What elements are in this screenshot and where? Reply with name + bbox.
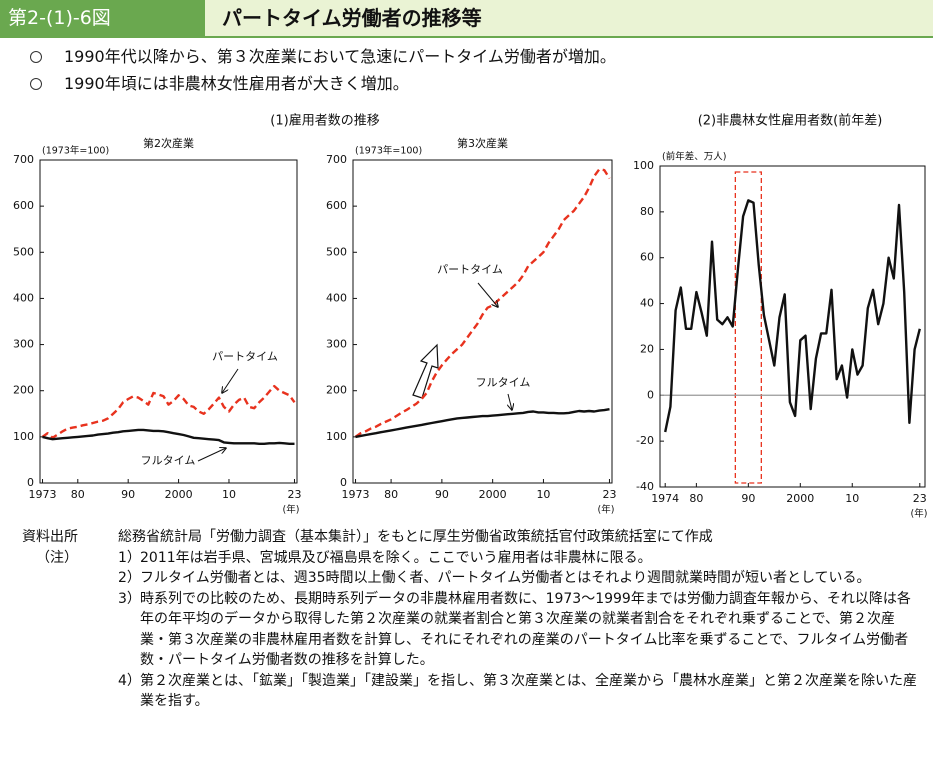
note-text: 時系列での比較のため、長期時系列データの非農林雇用者数に、1973～1999年ま… [140,590,911,669]
figure-title: パートタイム労働者の推移等 [222,6,482,30]
y-tick-label: -20 [636,434,654,447]
y-tick-label: 200 [13,384,34,397]
note: 4） 第２次産業とは、「鉱業」「製造業」「建設業」を指し、第３次産業とは、全産業か… [118,671,922,712]
y-tick-label: 80 [640,205,654,218]
x-tick-label: 80 [689,492,703,505]
y-tick-label: 700 [326,153,347,166]
highlight-box [734,171,762,484]
notes: 資料出所 総務省統計局「労働力調査（基本集計）」をもとに厚生労働省政策統括官付政策… [22,527,922,712]
line-series [664,199,921,433]
plot-frame [39,159,298,484]
line-series [355,408,610,439]
label-arrow [477,282,498,307]
y-tick-label: 100 [326,430,347,443]
x-tick-label: 23 [913,492,927,505]
x-tick-label: 10 [222,488,236,501]
y-tick-label: 500 [326,245,347,258]
bullet: 1990年代以降から、第３次産業において急速にパートタイム労働者が増加。 [28,46,616,68]
x-axis-label: (年) [598,504,615,516]
y-tick-label: 700 [13,153,34,166]
x-axis-label: (年) [283,504,300,516]
plot-frame [659,165,926,488]
note-number: 4） [118,672,141,689]
line-series [42,428,295,445]
note-label: （注） [36,549,78,566]
y-tick-label: 0 [340,476,347,489]
y-axis-label: (前年差、万人) [662,151,726,163]
x-tick-label: 80 [384,488,398,501]
header: 第2-(1)-6図 パートタイム労働者の推移等 [0,0,933,38]
x-tick-label: 1974 [651,492,679,505]
trend-arrow [412,343,439,399]
bullet: 1990年頃には非農林女性雇用者が大きく増加。 [28,73,409,95]
note: 3） 時系列での比較のため、長期時系列データの非農林雇用者数に、1973～1999… [118,589,922,671]
y-tick-label: 600 [13,199,34,212]
x-tick-label: 90 [121,488,135,501]
note: 2） フルタイム労働者とは、週35時間以上働く者、パートタイム労働者とはそれより週… [118,568,922,589]
charts: (1)雇用者数の推移 (2)非農林女性雇用者数(前年差) 第2次産業 (1973年… [13,113,928,520]
series-label: フルタイム [476,376,531,389]
y-tick-label: 200 [326,384,347,397]
x-tick-label: 23 [602,488,616,501]
y-tick-label: 0 [647,388,654,401]
series-label: フルタイム [141,454,196,467]
y-tick-label: 60 [640,251,654,264]
label-arrow [197,448,226,462]
y-tick-label: 600 [326,199,347,212]
chart-title: 第2次産業 [143,136,194,150]
x-tick-label: 2000 [479,488,507,501]
x-tick-label: 1973 [29,488,57,501]
note-text: 2011年は岩手県、宮城県及び福島県を除く。ここでいう雇用者は非農林に限る。 [140,549,652,566]
y-tick-label: 300 [326,338,347,351]
note-number: 2） [118,570,141,586]
panel-title: (1)雇用者数の推移 [270,113,379,129]
label-arrow [508,393,512,410]
x-tick-label: 2000 [786,492,814,505]
y-tick-label: -40 [636,480,654,493]
note-label: 資料出所 [22,529,78,545]
panel-title: (2)非農林女性雇用者数(前年差) [698,113,883,129]
y-tick-label: 40 [640,297,654,310]
y-tick-label: 0 [27,476,34,489]
x-tick-label: 90 [435,488,449,501]
note-number: 3） [118,590,141,607]
note-text: 第２次産業とは、「鉱業」「製造業」「建設業」を指し、第３次産業とは、全産業から「… [140,672,917,710]
line-series [41,384,296,439]
y-tick-label: 400 [326,291,347,304]
x-axis-label: (年) [911,508,928,520]
y-tick-label: 500 [13,245,34,258]
note-number: 1） [118,549,141,566]
figure-label: 第2-(1)-6図 [0,0,205,36]
line-series [354,168,611,438]
x-tick-label: 90 [741,492,755,505]
y-axis-label: (1973年=100) [355,145,422,157]
y-axis-label: (1973年=100) [42,145,109,157]
x-tick-label: 23 [287,488,301,501]
x-tick-label: 1973 [342,488,370,501]
series-label: パートタイム [437,263,503,276]
x-tick-label: 10 [536,488,550,501]
source: 総務省統計局「労働力調査（基本集計）」をもとに厚生労働省政策統括官付政策統括室に… [118,529,713,545]
chart-title: 第3次産業 [457,136,508,150]
note-list: 1） 2011年は岩手県、宮城県及び福島県を除く。ここでいう雇用者は非農林に限る。… [118,548,922,712]
y-tick-label: 20 [640,342,654,355]
note: 1） 2011年は岩手県、宮城県及び福島県を除く。ここでいう雇用者は非農林に限る。 [118,548,922,569]
y-tick-label: 100 [633,159,654,172]
x-tick-label: 2000 [165,488,193,501]
x-tick-label: 80 [71,488,85,501]
series-label: パートタイム [212,350,278,363]
y-tick-label: 300 [13,338,34,351]
y-tick-label: 100 [13,430,34,443]
plot-frame [352,159,613,484]
note-text: フルタイム労働者とは、週35時間以上働く者、パートタイム労働者とはそれより週間就… [140,570,871,586]
y-tick-label: 400 [13,291,34,304]
label-arrow [222,368,239,393]
x-tick-label: 10 [845,492,859,505]
